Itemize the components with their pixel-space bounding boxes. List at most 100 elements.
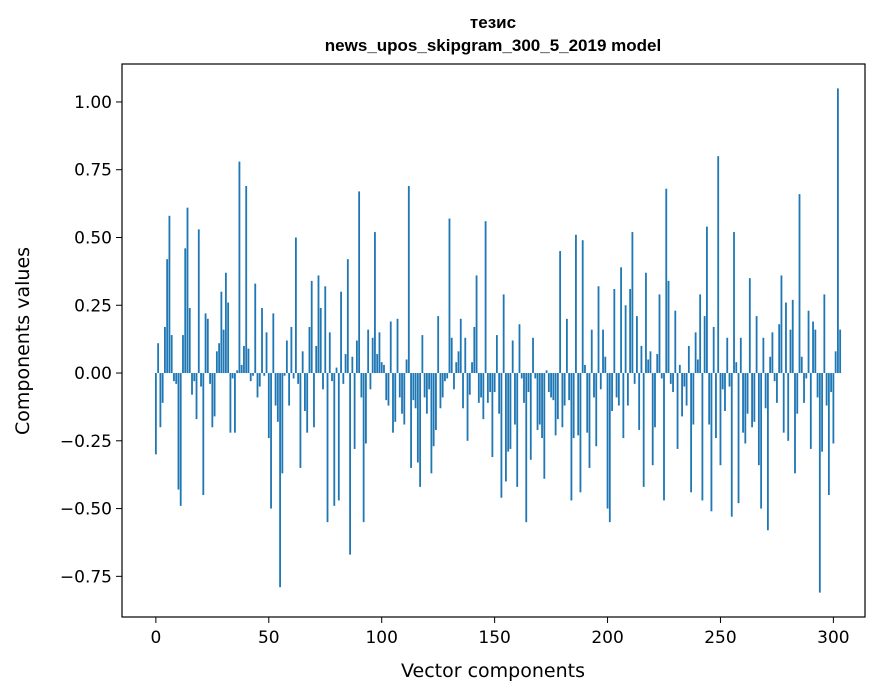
bar xyxy=(432,373,435,447)
x-tick-label: 50 xyxy=(258,628,280,648)
bar xyxy=(175,373,178,384)
bar xyxy=(276,373,279,422)
y-axis-label: Components values xyxy=(12,247,34,435)
bar xyxy=(437,316,440,374)
bar xyxy=(527,373,530,393)
bar xyxy=(575,234,577,374)
bar xyxy=(410,373,412,468)
bar xyxy=(252,373,254,376)
bar xyxy=(787,373,790,441)
bar xyxy=(766,373,769,531)
bar xyxy=(315,345,318,374)
bar xyxy=(200,373,202,387)
bar xyxy=(459,318,462,374)
bar xyxy=(191,373,193,395)
bar xyxy=(182,335,184,374)
bar xyxy=(202,373,205,496)
bar xyxy=(416,373,419,463)
bar xyxy=(358,191,361,374)
bar xyxy=(696,359,699,374)
bar xyxy=(288,373,291,406)
bar xyxy=(380,362,383,374)
bar xyxy=(789,329,792,374)
bars-group xyxy=(154,88,842,593)
bar xyxy=(247,348,250,374)
bar xyxy=(500,373,503,498)
bar xyxy=(816,373,819,398)
bar xyxy=(258,373,261,387)
bar xyxy=(317,275,320,374)
bar xyxy=(733,232,735,374)
bar xyxy=(647,359,650,374)
bar xyxy=(814,329,817,374)
bar xyxy=(263,373,266,376)
bar xyxy=(588,373,591,468)
bar xyxy=(220,291,223,374)
bar xyxy=(310,280,313,374)
bar xyxy=(744,373,747,444)
bar xyxy=(351,356,354,374)
bar xyxy=(570,373,573,501)
bar xyxy=(401,373,403,414)
y-tick-label: 0.50 xyxy=(74,228,112,248)
bar xyxy=(502,294,505,374)
x-tick-label: 0 xyxy=(150,628,161,648)
bar xyxy=(342,373,345,384)
bar xyxy=(471,362,473,374)
bar xyxy=(751,373,753,428)
bar xyxy=(412,373,415,401)
x-axis-label: Vector components xyxy=(401,660,585,682)
bar xyxy=(450,337,453,374)
bar xyxy=(389,321,392,374)
bar xyxy=(742,373,744,433)
bar xyxy=(489,373,492,393)
bar xyxy=(378,332,381,374)
bar xyxy=(385,373,388,401)
bar xyxy=(398,373,401,398)
bar xyxy=(636,316,638,374)
bar xyxy=(324,286,327,374)
bar xyxy=(396,318,399,374)
bar xyxy=(297,373,300,384)
bar xyxy=(240,364,243,374)
bar xyxy=(728,373,731,387)
bar xyxy=(313,373,315,428)
bar xyxy=(403,373,406,425)
bar xyxy=(658,294,661,374)
bar xyxy=(453,373,455,390)
bar xyxy=(326,373,329,523)
bar xyxy=(256,373,259,398)
bar xyxy=(261,307,263,374)
bar xyxy=(435,373,437,430)
bar xyxy=(299,373,302,468)
bar xyxy=(656,354,659,374)
bar xyxy=(825,373,828,406)
bar xyxy=(523,373,525,403)
bar xyxy=(550,373,552,398)
bar xyxy=(839,329,842,374)
bar xyxy=(807,310,810,374)
bar xyxy=(780,275,783,374)
bar xyxy=(832,373,835,444)
bar xyxy=(166,259,169,374)
bar xyxy=(473,326,476,374)
bar xyxy=(509,373,512,449)
bar xyxy=(407,185,410,374)
bar xyxy=(355,340,358,374)
bar xyxy=(602,329,604,374)
bar xyxy=(213,373,216,417)
y-axis-ticks: −0.75 −0.50 −0.25 0.00 0.25 0.50 0.75 1.00 xyxy=(60,93,122,587)
bar xyxy=(285,340,288,374)
bar xyxy=(805,373,808,379)
bar xyxy=(188,307,191,374)
bar xyxy=(161,373,164,403)
bar xyxy=(511,340,514,374)
bar xyxy=(586,373,589,433)
bar xyxy=(545,370,548,374)
y-tick-label: 0.00 xyxy=(74,364,112,384)
bar xyxy=(604,356,607,374)
bar xyxy=(319,307,322,374)
bar xyxy=(328,332,331,374)
bar xyxy=(642,373,645,487)
bar xyxy=(572,373,575,439)
